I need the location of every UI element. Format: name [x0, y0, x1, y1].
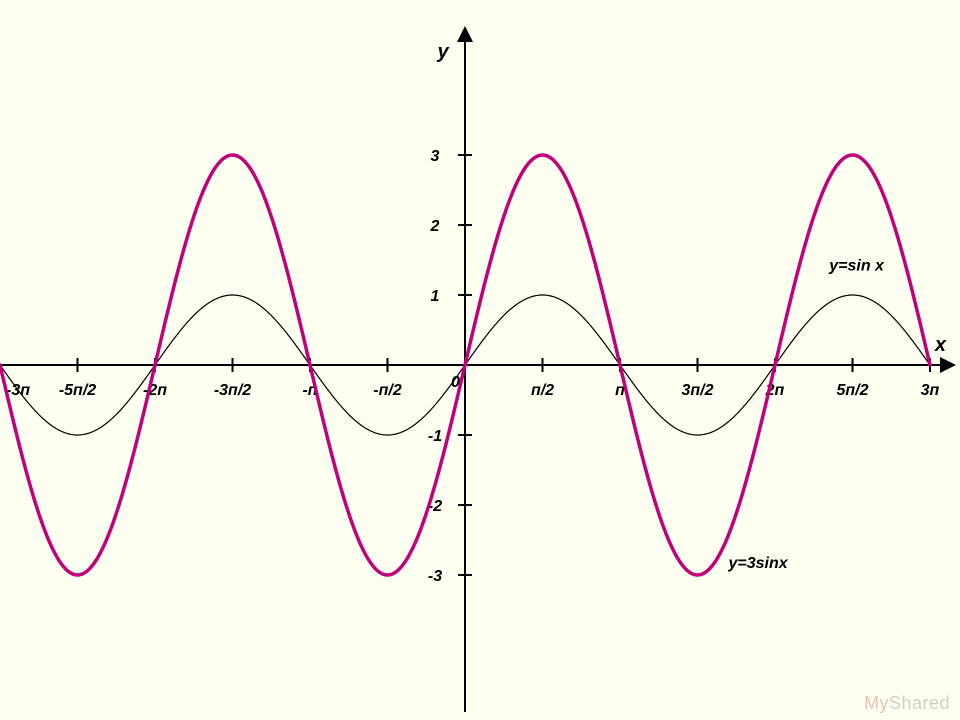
chart-container: xy0-3п-5п/2-2п-3п/2-п-п/2п/2п3п/22п5п/23…: [0, 0, 960, 720]
series-label-3sin: y=3sinx: [728, 555, 789, 572]
watermark-prefix: My: [864, 693, 889, 713]
x-tick-label: п/2: [531, 382, 554, 399]
y-tick-label: 3: [431, 148, 440, 165]
chart-background: [0, 0, 960, 720]
x-axis-label: x: [934, 334, 947, 356]
x-tick-label: 3п/2: [681, 382, 713, 399]
y-axis-label: y: [436, 41, 449, 63]
x-tick-label: -п/2: [373, 382, 402, 399]
y-tick-label: 1: [431, 288, 440, 305]
series-label-sin: y=sin x: [828, 258, 885, 275]
y-tick-label: -3: [428, 568, 442, 585]
chart-svg: xy0-3п-5п/2-2п-3п/2-п-п/2п/2п3п/22п5п/23…: [0, 0, 960, 720]
watermark: MyShared: [864, 693, 950, 714]
y-tick-label: 2: [430, 218, 440, 235]
watermark-rest: Shared: [889, 693, 950, 713]
x-tick-label: 5п/2: [836, 382, 868, 399]
x-tick-label: -5п/2: [59, 382, 96, 399]
y-tick-label: -1: [428, 428, 442, 445]
x-tick-label: 3п: [921, 382, 940, 399]
x-tick-label: -3п/2: [214, 382, 251, 399]
